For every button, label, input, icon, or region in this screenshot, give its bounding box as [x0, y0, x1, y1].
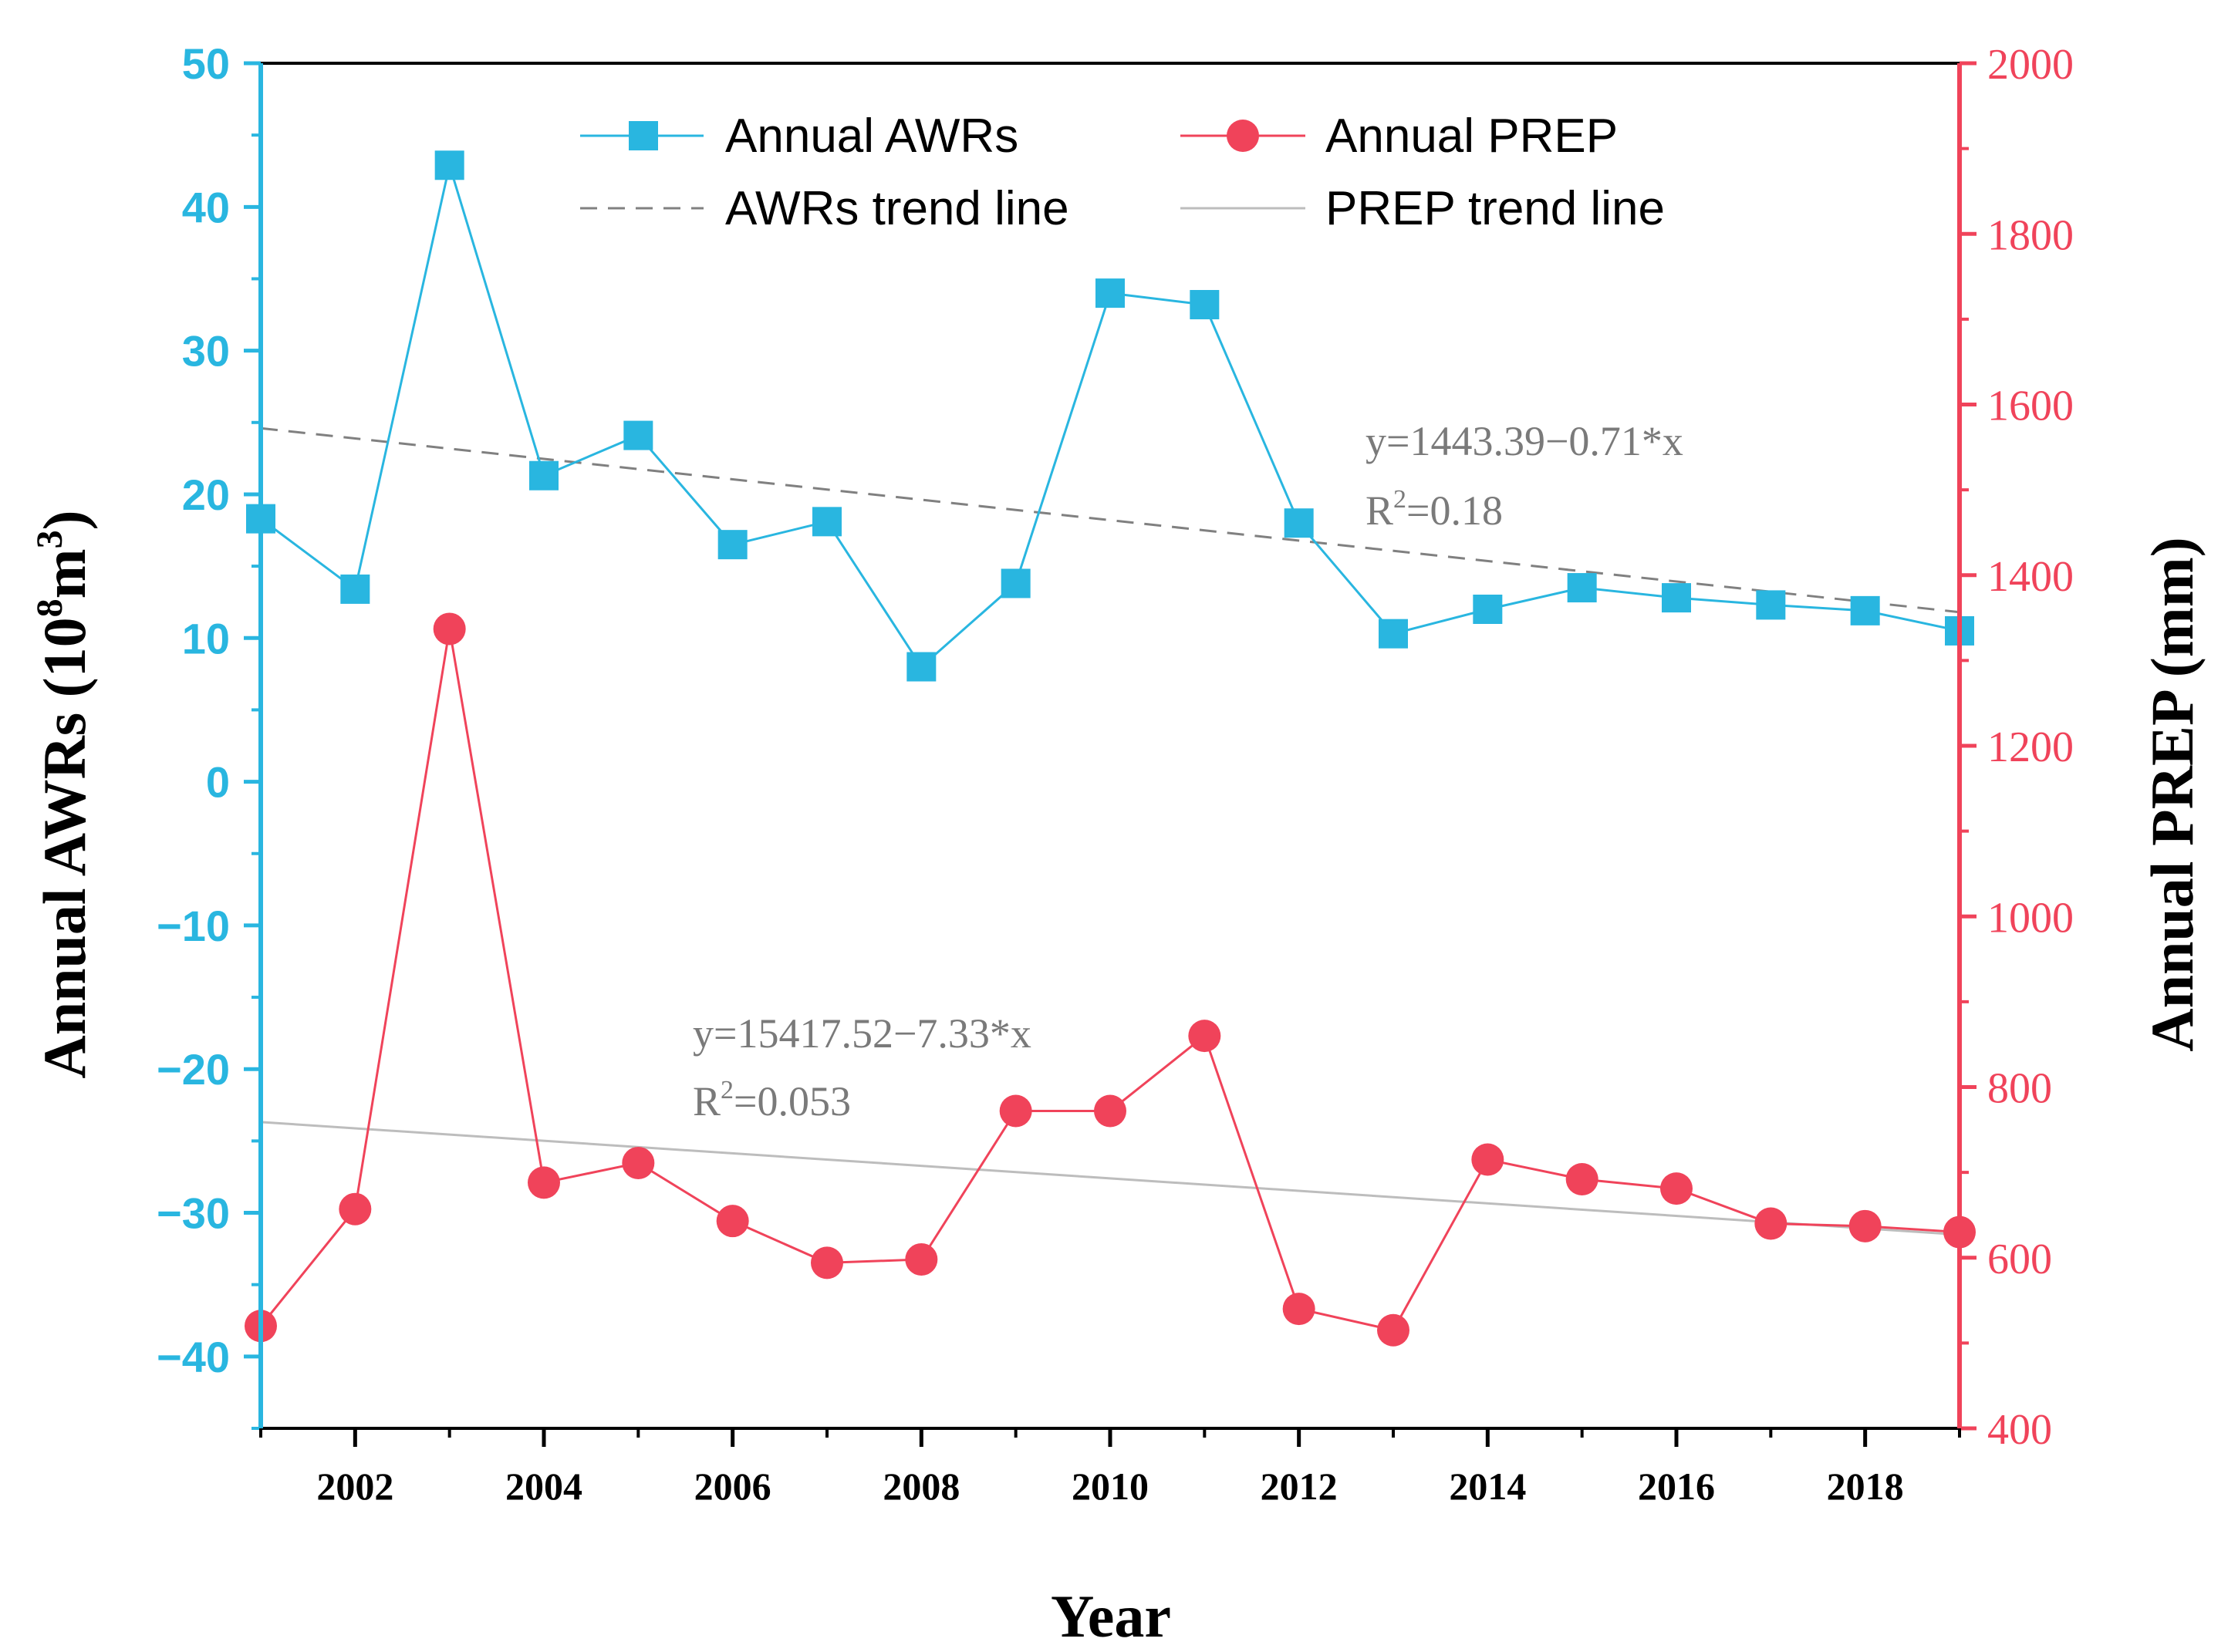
awrs-trend-annotation: y=1443.39−0.71*x R2=0.18	[1365, 418, 1683, 534]
prep-trend-r2: R2=0.053	[693, 1076, 851, 1124]
awrs-data-point	[1095, 278, 1125, 308]
ticks-layer: 50403020100−10−20−30−4020001800160014001…	[157, 39, 2074, 1508]
awrs-data-point	[623, 420, 653, 450]
left-tick-label: 30	[182, 327, 230, 376]
left-axis-title: Annual AWRs (108m3)	[29, 510, 98, 1078]
right-tick-label: 2000	[1987, 41, 2074, 89]
prep-data-point	[1848, 1209, 1882, 1242]
trend-layer	[260, 426, 1960, 1236]
prep-data-point	[905, 1242, 938, 1276]
left-tick-label: 20	[182, 470, 230, 519]
prep-data-point	[1377, 1313, 1409, 1347]
legend: Annual AWRs Annual PREP AWRs trend line …	[580, 110, 1665, 235]
x-tick-label: 2006	[694, 1465, 771, 1508]
awrs-data-point	[1567, 573, 1597, 603]
left-tick-label: 50	[182, 39, 230, 88]
awrs-data-point	[340, 574, 370, 604]
awrs-data-point	[1001, 568, 1031, 598]
awrs-trend-r2: R2=0.18	[1365, 485, 1503, 534]
right-axis-title: Annual PREP (mm)	[2139, 537, 2206, 1051]
right-tick-label: 1800	[1987, 211, 2074, 259]
right-tick-label: 1200	[1987, 723, 2074, 771]
awrs-data-point	[434, 150, 464, 180]
prep-data-point	[716, 1205, 749, 1238]
legend-awrs-marker	[629, 121, 658, 150]
awrs-data-point	[1756, 590, 1786, 620]
prep-data-point	[1754, 1207, 1787, 1240]
x-tick-label: 2002	[316, 1465, 393, 1508]
right-tick-label: 1600	[1987, 383, 2074, 430]
prep-trend-equation: y=15417.52−7.33*x	[693, 1010, 1031, 1057]
prep-data-point	[1094, 1094, 1126, 1128]
left-tick-label: −30	[157, 1189, 230, 1238]
legend-prep-label: Annual PREP	[1325, 110, 1618, 163]
prep-data-point	[1471, 1143, 1504, 1176]
prep-data-point	[999, 1094, 1032, 1128]
left-tick-label: 0	[206, 758, 230, 807]
axes-layer	[258, 62, 1962, 1430]
left-tick-label: −10	[157, 902, 230, 950]
legend-awrs-label: Annual AWRs	[725, 110, 1018, 163]
prep-data-point	[1188, 1020, 1221, 1053]
awrs-data-point	[906, 652, 937, 682]
prep-series-line	[259, 629, 1960, 1332]
right-tick-label: 1000	[1987, 894, 2074, 942]
legend-prep-trend-label: PREP trend line	[1325, 182, 1665, 235]
prep-data-point	[528, 1166, 560, 1199]
awrs-data-point	[1284, 508, 1314, 538]
x-tick-label: 2012	[1261, 1465, 1338, 1508]
x-tick-label: 2010	[1072, 1465, 1149, 1508]
left-tick-label: −20	[157, 1045, 230, 1094]
awrs-data-point	[717, 530, 748, 560]
awrs-data-point	[1850, 595, 1880, 625]
awrs-data-point	[1190, 290, 1220, 320]
awrs-data-point	[1662, 583, 1691, 613]
awrs-trend-equation: y=1443.39−0.71*x	[1365, 418, 1683, 464]
right-tick-label: 600	[1987, 1236, 2052, 1283]
right-tick-label: 400	[1987, 1406, 2052, 1454]
left-tick-label: 10	[182, 614, 230, 662]
awrs-data-point	[1379, 619, 1408, 649]
left-tick-label: −40	[157, 1333, 230, 1381]
right-tick-label: 1400	[1987, 553, 2074, 601]
legend-entry-awrs-trend: AWRs trend line	[580, 182, 1069, 235]
prep-data-point	[339, 1192, 372, 1226]
x-tick-label: 2004	[505, 1465, 582, 1508]
awrs-data-point	[812, 507, 842, 537]
prep-data-point	[622, 1146, 655, 1179]
series-layer	[245, 150, 1976, 1347]
x-axis-title: Year	[1051, 1583, 1171, 1650]
prep-data-point	[433, 612, 466, 646]
awrs-data-point	[1473, 595, 1503, 624]
awrs-data-point	[529, 460, 559, 491]
x-tick-label: 2018	[1827, 1465, 1904, 1508]
prep-data-point	[1660, 1172, 1693, 1205]
prep-data-point	[1565, 1162, 1598, 1195]
x-tick-label: 2014	[1449, 1465, 1526, 1508]
right-tick-label: 800	[1987, 1065, 2052, 1113]
legend-entry-prep: Annual PREP	[1180, 110, 1618, 163]
legend-prep-marker	[1227, 120, 1259, 152]
awrs-trend-line	[260, 426, 1960, 614]
prep-trend-line	[260, 1121, 1960, 1236]
prep-trend-annotation: y=15417.52−7.33*x R2=0.053	[693, 1010, 1031, 1124]
left-tick-label: 40	[182, 183, 230, 231]
prep-data-point	[1282, 1293, 1315, 1326]
legend-entry-awrs: Annual AWRs	[580, 110, 1018, 163]
awrs-series-line	[260, 160, 1960, 669]
legend-awrs-trend-label: AWRs trend line	[725, 182, 1069, 235]
x-tick-label: 2016	[1638, 1465, 1715, 1508]
legend-entry-prep-trend: PREP trend line	[1180, 182, 1665, 235]
prep-data-point	[811, 1246, 843, 1279]
x-tick-label: 2008	[883, 1465, 960, 1508]
